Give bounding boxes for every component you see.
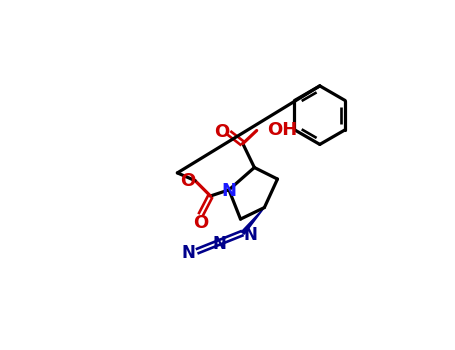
- Text: N: N: [213, 235, 227, 253]
- Text: O: O: [214, 123, 229, 141]
- Text: N: N: [243, 225, 258, 244]
- Text: O: O: [193, 214, 208, 232]
- Text: N: N: [182, 244, 196, 262]
- Text: OH: OH: [268, 121, 298, 139]
- Text: N: N: [222, 182, 237, 201]
- Text: O: O: [180, 172, 195, 190]
- Polygon shape: [241, 208, 264, 234]
